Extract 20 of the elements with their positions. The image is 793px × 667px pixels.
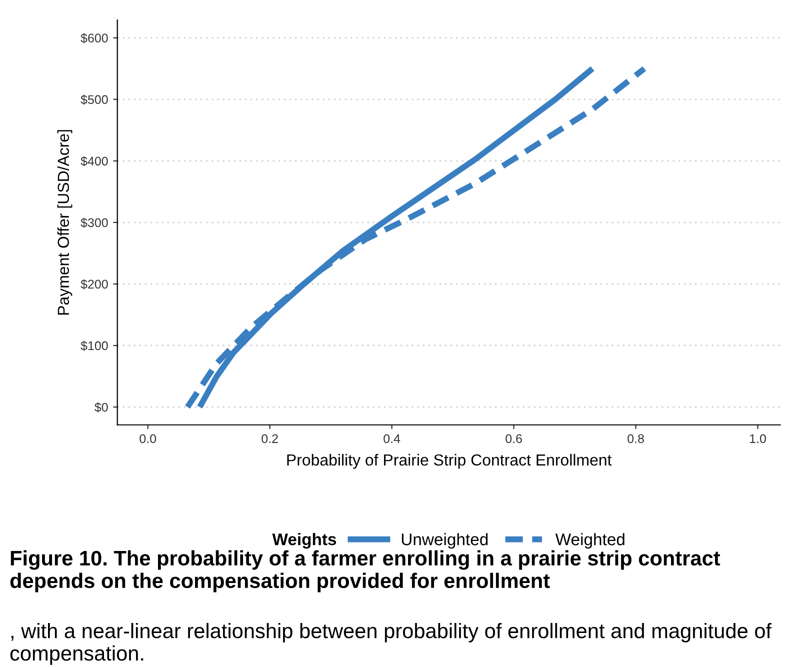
caption: Figure 10. The probability of a farmer enrolling in a prairie strip contract depends on the compensation provided for enrollment <box>10 550 720 592</box>
y-tick-label: $300 <box>80 218 108 228</box>
y-tick-label: $0 <box>94 402 108 412</box>
y-tick-label: $100 <box>80 340 108 351</box>
x-tick-label: 0.8 <box>628 434 644 444</box>
y-tick-label: $400 <box>80 156 108 166</box>
legend-title: Weights <box>272 533 336 549</box>
y-tick-label: $500 <box>80 94 108 105</box>
x-tick-label: 0.4 <box>384 434 400 444</box>
x-tick-label: 1.0 <box>750 434 766 444</box>
x-tick-label: 0.0 <box>140 434 156 444</box>
y-tick-label: $200 <box>80 279 108 290</box>
legend-label: Unweighted <box>402 533 488 549</box>
x-tick-label: 0.6 <box>506 434 522 444</box>
text: , with a near-linear relationship between probability of enrollment and magnitude of compensation. <box>10 622 772 665</box>
x-axis-title: Probability of Prairie Strip Contract Enrollment <box>287 454 612 469</box>
x-tick-label: 0.2 <box>262 434 278 444</box>
y-tick-label: $600 <box>80 33 108 44</box>
legend-label: Weighted <box>555 533 624 549</box>
y-axis-title: Payment Offer [USD/Acre] <box>57 130 72 315</box>
